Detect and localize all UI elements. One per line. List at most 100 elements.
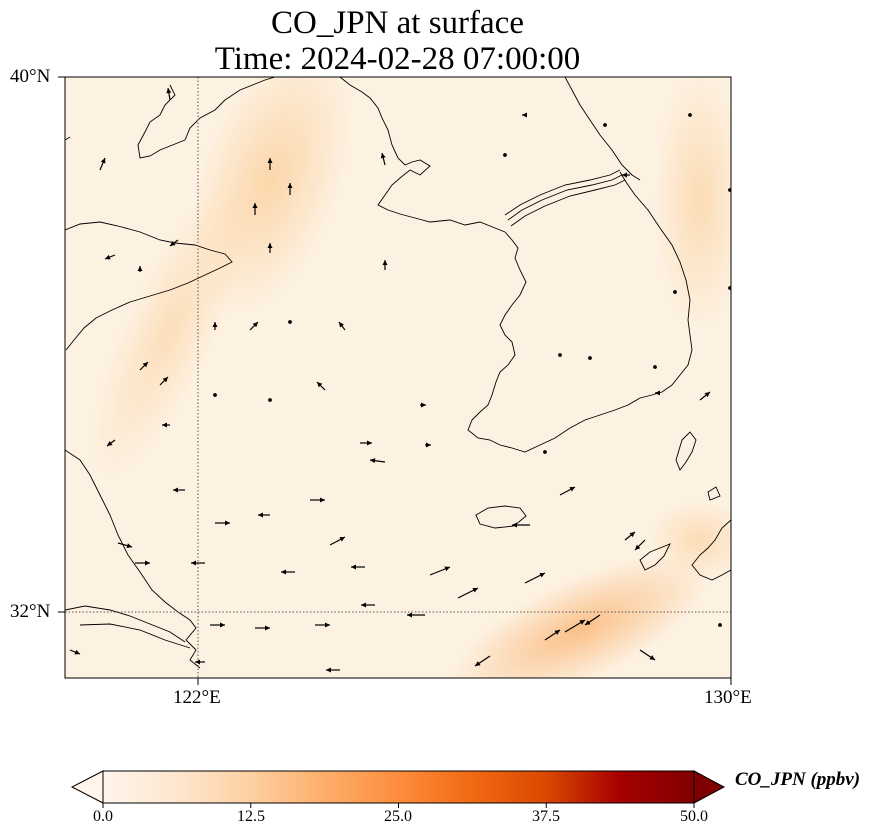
wind-arrow <box>728 188 731 192</box>
wind-arrow <box>382 260 388 270</box>
wind-arrow <box>338 321 346 331</box>
wind-arrow <box>288 320 292 324</box>
colorbar-label: CO_JPN (ppbv) <box>735 769 861 790</box>
coast-yangtze <box>65 605 191 649</box>
wind-arrow <box>215 520 230 526</box>
wind-arrow <box>380 152 386 166</box>
wind-arrow <box>281 569 295 575</box>
jeju-island <box>475 505 527 529</box>
wind-arrow <box>559 486 576 496</box>
wind-arrow <box>135 560 150 566</box>
wind-arrow <box>166 87 172 101</box>
wind-arrow <box>544 629 561 641</box>
wind-arrow <box>139 361 149 371</box>
wind-arrow <box>316 381 326 391</box>
wind-arrow <box>603 123 607 127</box>
wind-arrow <box>106 439 116 447</box>
wind-arrow <box>673 290 677 294</box>
coast-jiangsu <box>65 449 201 669</box>
colorbar-tick-0: 0.0 <box>93 808 113 825</box>
coast-shandong <box>65 136 233 351</box>
concentration-field <box>91 77 731 678</box>
wind-arrow <box>425 442 431 448</box>
wind-arrow <box>688 113 692 117</box>
wind-arrow <box>360 440 372 446</box>
wind-arrow <box>361 602 375 608</box>
wind-arrow <box>639 649 656 661</box>
wind-arrow <box>634 539 646 551</box>
coast-korea <box>467 171 693 453</box>
wind-arrow <box>191 560 205 566</box>
wind-arrow <box>728 286 731 290</box>
wind-arrow <box>588 356 592 360</box>
coast-northeast <box>564 77 641 181</box>
map-title-line2: Time: 2024-02-28 07:00:00 <box>214 41 581 77</box>
wind-arrow <box>173 487 185 493</box>
wind-arrow <box>169 239 179 247</box>
wind-arrow <box>351 564 365 570</box>
wind-arrow <box>195 659 205 665</box>
plume-east <box>655 77 731 330</box>
coast-liaoning-west <box>137 77 276 159</box>
wind-arrow <box>329 536 346 546</box>
colorbar-tick-37-5: 37.5 <box>532 808 560 825</box>
wind-arrow <box>310 497 325 503</box>
wind-arrow <box>420 402 426 408</box>
wind-arrow <box>699 391 711 401</box>
lat-label-32N: 32°N <box>10 601 51 622</box>
wind-arrow <box>252 203 258 215</box>
wind-arrow <box>249 321 259 331</box>
wind-arrow <box>543 450 547 454</box>
colorbar-tick-25: 25.0 <box>384 808 412 825</box>
lon-label-122E: 122°E <box>173 687 221 708</box>
wind-arrow <box>213 393 217 397</box>
goto-islands <box>639 543 671 571</box>
wind-arrow <box>718 623 722 627</box>
wind-arrow <box>255 625 270 631</box>
plume-south-east <box>451 555 709 678</box>
gridlines <box>65 77 731 678</box>
wind-arrow <box>326 667 340 673</box>
wind-arrow <box>69 649 81 655</box>
map-plot-area <box>57 77 731 678</box>
korea-border <box>504 169 626 227</box>
wind-arrow <box>624 531 636 541</box>
wind-arrow <box>315 622 330 628</box>
wind-arrow <box>162 422 170 428</box>
wind-arrow <box>104 254 116 260</box>
colorbar-gradient <box>103 771 694 803</box>
colorbar-tick-12-5: 12.5 <box>237 808 265 825</box>
wind-arrow <box>57 573 65 578</box>
tsushima-island <box>675 431 697 471</box>
plume-japan <box>650 500 731 580</box>
coast-kyushu <box>691 519 731 581</box>
wind-arrow <box>210 622 225 628</box>
colorbar-tick-50: 50.0 <box>680 808 708 825</box>
map-title-line1: CO_JPN at surface <box>271 5 524 41</box>
wind-arrow <box>655 390 660 396</box>
wind-arrow <box>522 112 527 118</box>
wind-arrow <box>564 619 586 633</box>
wind-arrow <box>159 376 169 386</box>
wind-arrow <box>622 172 630 178</box>
coastlines <box>65 77 731 669</box>
wind-arrow <box>268 398 272 402</box>
wind-arrow <box>474 655 491 667</box>
wind-arrow <box>369 458 386 464</box>
axis-ticks <box>58 76 732 685</box>
wind-arrow <box>457 587 479 599</box>
iki-island <box>707 486 721 501</box>
colorbar-tick-marks <box>102 803 695 808</box>
wind-arrow <box>99 157 106 171</box>
wind-arrow <box>558 353 562 357</box>
wind-arrow <box>258 512 270 518</box>
wind-arrow <box>407 612 425 618</box>
wind-arrow <box>267 158 273 170</box>
wind-arrow <box>584 614 601 626</box>
wind-arrow <box>287 183 293 195</box>
wind-arrow <box>429 566 451 576</box>
wind-arrow <box>524 572 546 584</box>
colorbar-min-extension <box>70 770 104 804</box>
coast-liaodong <box>339 77 506 233</box>
